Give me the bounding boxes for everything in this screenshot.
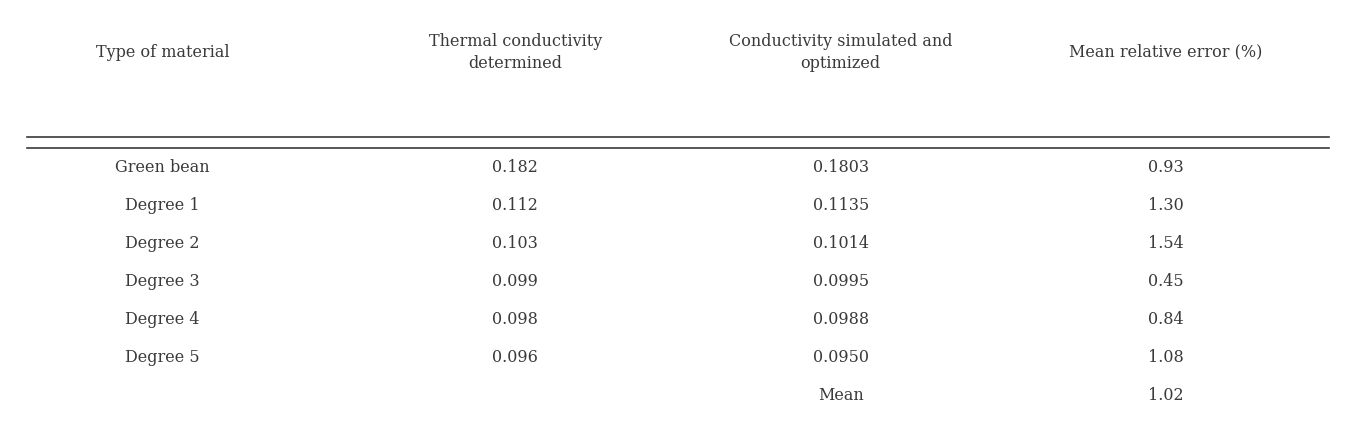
Text: Mean relative error (%): Mean relative error (%): [1070, 44, 1262, 61]
Text: 0.84: 0.84: [1149, 311, 1184, 328]
Text: Degree 5: Degree 5: [125, 349, 201, 366]
Text: 0.103: 0.103: [492, 235, 538, 252]
Text: 0.096: 0.096: [492, 349, 538, 366]
Text: Conductivity simulated and
optimized: Conductivity simulated and optimized: [730, 33, 952, 72]
Text: Type of material: Type of material: [96, 44, 229, 61]
Text: 0.182: 0.182: [492, 160, 538, 176]
Text: 1.54: 1.54: [1149, 235, 1184, 252]
Text: 0.1014: 0.1014: [812, 235, 869, 252]
Text: 1.02: 1.02: [1149, 387, 1184, 404]
Text: 0.0988: 0.0988: [812, 311, 869, 328]
Text: 0.099: 0.099: [492, 273, 538, 290]
Text: 0.1803: 0.1803: [812, 160, 869, 176]
Text: 0.112: 0.112: [492, 198, 538, 214]
Text: 0.1135: 0.1135: [812, 198, 869, 214]
Text: 1.30: 1.30: [1149, 198, 1184, 214]
Text: Thermal conductivity
determined: Thermal conductivity determined: [428, 33, 602, 72]
Text: Degree 3: Degree 3: [125, 273, 201, 290]
Text: Mean: Mean: [818, 387, 864, 404]
Text: Degree 2: Degree 2: [126, 235, 199, 252]
Text: Degree 4: Degree 4: [126, 311, 199, 328]
Text: 0.098: 0.098: [492, 311, 538, 328]
Text: 0.0950: 0.0950: [812, 349, 869, 366]
Text: Degree 1: Degree 1: [125, 198, 201, 214]
Text: Green bean: Green bean: [115, 160, 210, 176]
Text: 1.08: 1.08: [1149, 349, 1184, 366]
Text: 0.0995: 0.0995: [812, 273, 869, 290]
Text: 0.93: 0.93: [1149, 160, 1184, 176]
Text: 0.45: 0.45: [1149, 273, 1184, 290]
